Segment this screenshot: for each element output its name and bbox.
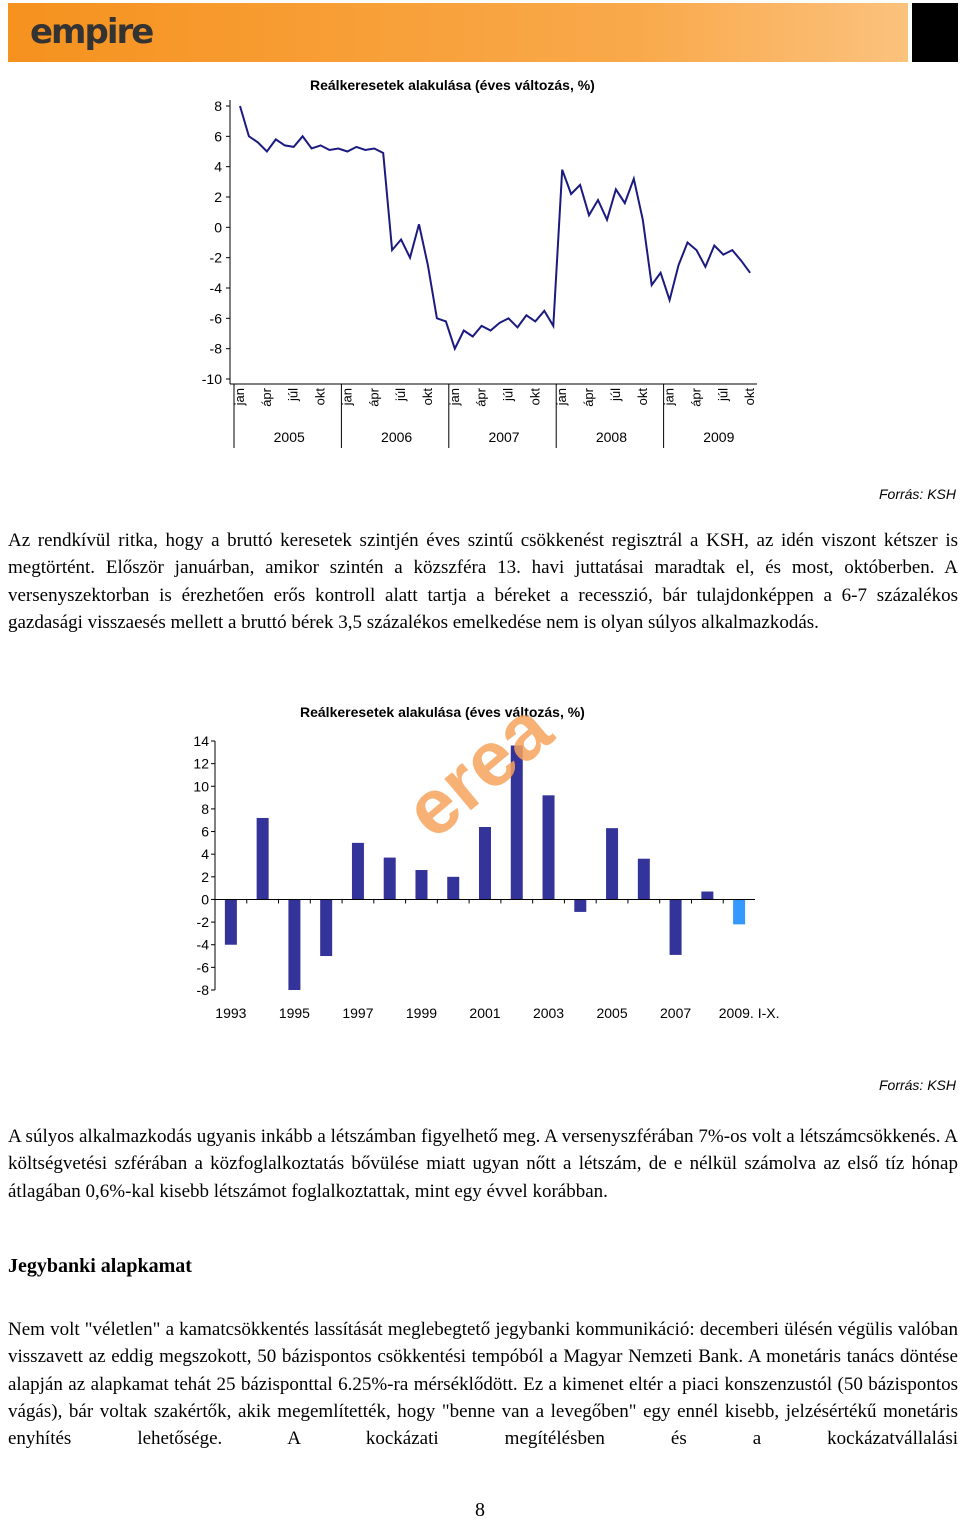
y-tick-label: 8 [201, 801, 209, 817]
x-tick-label: ápr [688, 387, 703, 406]
bar [701, 891, 714, 900]
x-tick-label: 1997 [342, 1005, 373, 1021]
bar [415, 870, 428, 900]
x-tick-label: okt [313, 388, 328, 406]
page-number: 8 [475, 1499, 485, 1521]
bar [669, 899, 682, 955]
x-tick-label: jan [339, 388, 354, 406]
year-label: 2005 [274, 429, 305, 445]
y-tick-label: 4 [201, 846, 209, 862]
bar [256, 817, 269, 900]
x-tick-label: okt [527, 388, 542, 406]
year-label: 2009 [703, 429, 734, 445]
y-tick-label: -4 [197, 937, 210, 953]
y-tick-label: 0 [201, 891, 209, 907]
x-tick-label: 2007 [660, 1005, 691, 1021]
source: Forrás: KSH [878, 1077, 956, 1093]
bar [574, 899, 587, 912]
x-tick-label: ápr [259, 387, 274, 406]
year-label: 2007 [488, 429, 519, 445]
y-tick-label: 0 [214, 219, 222, 235]
x-tick-label: júl [715, 388, 730, 402]
x-tick-label: jan [232, 388, 247, 406]
x-tick-label: 2009. I-X. [719, 1005, 780, 1021]
y-tick-label: -6 [197, 959, 210, 975]
x-tick-label: 1995 [279, 1005, 310, 1021]
bar [606, 828, 619, 900]
y-tick-label: 12 [193, 756, 209, 772]
bar [733, 899, 746, 925]
bar [224, 899, 237, 945]
y-tick-label: 10 [193, 778, 209, 794]
logo: empire [30, 12, 154, 52]
x-tick-label: ápr [474, 387, 489, 406]
y-tick-label: -4 [210, 280, 223, 296]
bar [288, 899, 301, 990]
paragraph: Nem volt "véletlen" a kamatcsökkentés la… [8, 1319, 958, 1450]
data-line [239, 105, 751, 352]
y-tick-label: 4 [214, 159, 222, 175]
x-tick-label: jan [554, 388, 569, 406]
year-label: 2006 [381, 429, 412, 445]
y-tick-label: 6 [214, 128, 222, 144]
y-tick-label: -2 [210, 250, 223, 266]
x-tick-label: 1993 [215, 1005, 246, 1021]
bar [383, 857, 396, 900]
x-tick-label: jan [662, 388, 677, 406]
chart-title: Reálkeresetek alakulása (éves változás, … [310, 77, 595, 93]
header-bar [8, 3, 908, 62]
x-tick-label: júl [393, 388, 408, 402]
bar [479, 827, 491, 900]
y-tick-label: 6 [201, 824, 209, 840]
x-tick-label: 2003 [533, 1005, 564, 1021]
x-tick-label: 2001 [469, 1005, 500, 1021]
y-tick-label: -8 [210, 341, 223, 357]
y-tick-label: 2 [201, 869, 209, 885]
chart-title: Reálkeresetek alakulása (éves változás, … [300, 704, 585, 720]
y-tick-label: -6 [210, 310, 223, 326]
bar [542, 795, 555, 900]
x-tick-label: okt [420, 388, 435, 406]
x-tick-label: júl [608, 388, 623, 402]
bar [351, 842, 364, 900]
y-tick-label: 14 [193, 733, 209, 749]
y-tick-label: 2 [214, 189, 222, 205]
bar [320, 899, 333, 957]
y-tick-label: -2 [197, 914, 210, 930]
x-tick-label: ápr [366, 387, 381, 406]
paragraph: A súlyos alkalmazkodás ugyanis inkább a … [8, 1126, 958, 1202]
bar-chart: Reálkeresetek alakulása (éves változás, … [193, 690, 780, 1021]
year-label: 2008 [596, 429, 627, 445]
y-tick-label: -8 [197, 982, 210, 998]
bar [447, 876, 460, 900]
x-tick-label: ápr [581, 387, 596, 406]
bar [510, 745, 523, 900]
x-tick-label: júl [286, 388, 301, 402]
paragraph: Az rendkívül ritka, hogy a bruttó kerese… [8, 530, 958, 633]
x-tick-label: okt [635, 388, 650, 406]
x-tick-label: okt [742, 388, 757, 406]
x-tick-label: 2005 [596, 1005, 627, 1021]
x-tick-label: jan [447, 388, 462, 406]
x-tick-label: 1999 [406, 1005, 437, 1021]
heading: Jegybanki alapkamat [8, 1255, 192, 1277]
source: Forrás: KSH [878, 486, 956, 502]
y-tick-label: 8 [214, 98, 222, 114]
y-tick-label: -10 [202, 371, 222, 387]
line-chart: Reálkeresetek alakulása (éves változás, … [202, 77, 757, 448]
x-tick-label: júl [501, 388, 516, 402]
bar [637, 858, 650, 900]
header-square [912, 3, 958, 62]
